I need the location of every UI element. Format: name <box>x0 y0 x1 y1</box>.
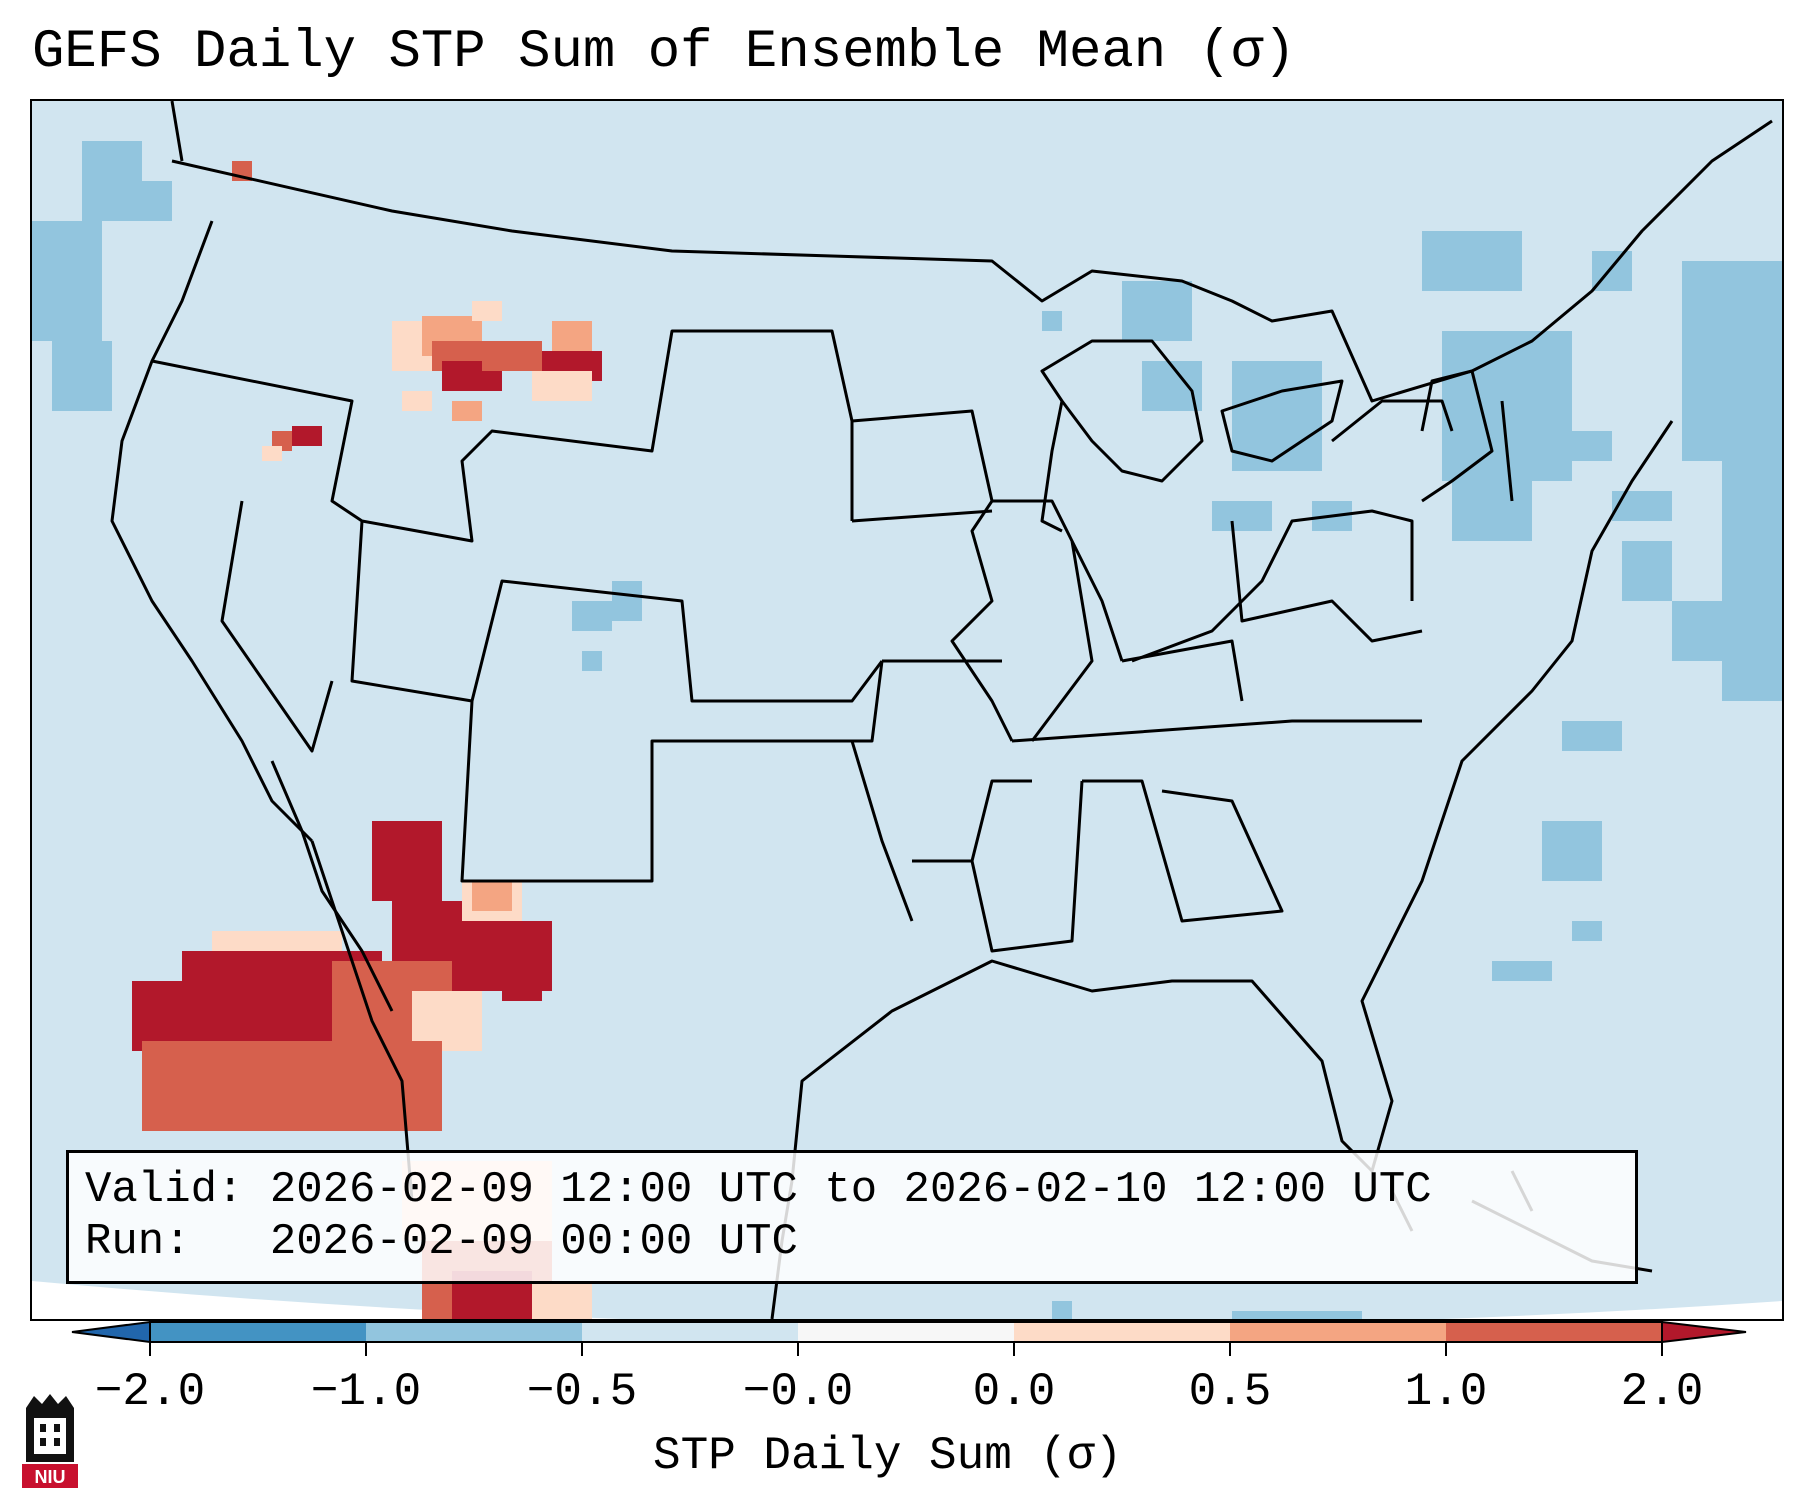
map-panel <box>30 99 1784 1321</box>
valid-run-info-box: Valid: 2026-02-09 12:00 UTC to 2026-02-1… <box>66 1150 1638 1284</box>
run-line: Run: 2026-02-09 00:00 UTC <box>85 1217 798 1267</box>
run-time: 2026-02-09 00:00 UTC <box>269 1217 798 1267</box>
colorbar-segment <box>366 1322 583 1342</box>
niu-logo-icon: NIU <box>22 1394 78 1488</box>
colorbar-segments <box>150 1322 1663 1342</box>
colorbar-tick-label: −0.0 <box>742 1366 854 1418</box>
valid-line: Valid: 2026-02-09 12:00 UTC to 2026-02-1… <box>85 1165 1432 1215</box>
colorbar-tick-label: −0.5 <box>526 1366 638 1418</box>
colorbar-label: STP Daily Sum (σ) <box>653 1430 1123 1482</box>
colorbar <box>71 1320 1747 1356</box>
negative-anomaly-cells <box>32 141 1782 1319</box>
colorbar-segment <box>1014 1322 1231 1342</box>
colorbar-tick-label: −2.0 <box>94 1366 206 1418</box>
colorbar-tick-label: 0.0 <box>972 1366 1056 1418</box>
colorbar-segment <box>1230 1322 1447 1342</box>
valid-time-range: 2026-02-09 12:00 UTC to 2026-02-10 12:00… <box>269 1165 1432 1215</box>
colorbar-tick-label: −1.0 <box>310 1366 422 1418</box>
colorbar-tick-label: 2.0 <box>1620 1366 1704 1418</box>
colorbar-tick-label: 0.5 <box>1188 1366 1272 1418</box>
colorbar-ticks <box>149 1342 1663 1356</box>
colorbar-outline <box>149 1321 1663 1343</box>
run-label: Run: <box>85 1217 191 1267</box>
valid-label: Valid: <box>85 1165 244 1215</box>
colorbar-segment <box>150 1322 367 1342</box>
colorbar-segment <box>1446 1322 1663 1342</box>
colorbar-extend-high <box>1661 1320 1747 1344</box>
colorbar-segment <box>582 1322 799 1342</box>
logo-text: NIU <box>35 1467 66 1487</box>
colorbar-extend-low <box>71 1320 151 1344</box>
map-canvas <box>32 101 1782 1319</box>
positive-anomaly-cells-north <box>232 161 602 461</box>
map-title: GEFS Daily STP Sum of Ensemble Mean (σ) <box>32 22 1296 83</box>
colorbar-segment <box>798 1322 1015 1342</box>
colorbar-tick-label: 1.0 <box>1404 1366 1488 1418</box>
positive-anomaly-cells-south <box>132 821 592 1319</box>
